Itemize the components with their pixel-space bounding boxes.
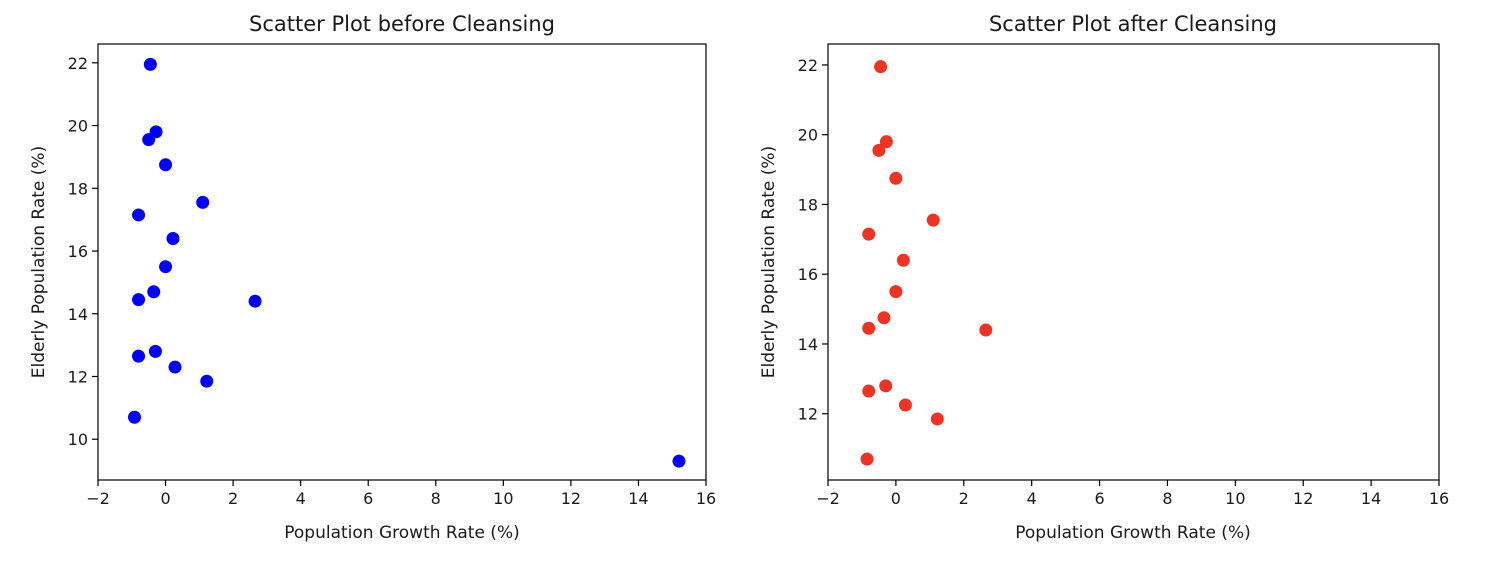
x-tick-label: 12 (1293, 489, 1313, 508)
x-tick-label: 4 (1027, 489, 1037, 508)
chart-title: Scatter Plot after Cleansing (989, 12, 1277, 36)
x-tick-label: 16 (696, 489, 716, 508)
points (127, 57, 686, 468)
y-tick-label: 12 (68, 367, 88, 386)
y-tick-label: 20 (68, 117, 88, 136)
data-point (196, 195, 210, 209)
data-point (979, 323, 993, 337)
y-tick-label: 20 (798, 126, 818, 145)
data-point (879, 379, 893, 393)
x-tick-label: 8 (431, 489, 441, 508)
x-ticks: −2 0 2 4 6 8 10 12 14 16 (86, 480, 716, 508)
x-tick-label: 14 (1361, 489, 1381, 508)
data-point (132, 208, 146, 222)
data-point (148, 344, 162, 358)
x-tick-label: 6 (1094, 489, 1104, 508)
data-point (889, 171, 903, 185)
x-ticks: −2 0 2 4 6 8 10 12 14 16 (816, 480, 1449, 508)
data-point (872, 143, 886, 157)
data-point (132, 349, 146, 363)
x-tick-label: −2 (86, 489, 110, 508)
data-point (877, 311, 891, 325)
x-tick-label: 10 (1225, 489, 1245, 508)
data-point (874, 60, 888, 74)
data-point (143, 57, 157, 71)
x-tick-label: −2 (816, 489, 840, 508)
y-tick-label: 18 (798, 195, 818, 214)
chart-title: Scatter Plot before Cleansing (249, 12, 555, 36)
x-tick-label: 2 (959, 489, 969, 508)
data-point (147, 285, 161, 299)
data-point (926, 213, 940, 227)
x-tick-label: 0 (160, 489, 170, 508)
data-point (132, 293, 146, 307)
data-point (127, 410, 141, 424)
x-tick-label: 8 (1162, 489, 1172, 508)
x-tick-label: 6 (363, 489, 373, 508)
data-point (889, 285, 903, 299)
data-point (898, 398, 912, 412)
data-point (248, 294, 262, 308)
y-axis-label: Elderly Population Rate (%) (29, 146, 49, 378)
data-point (200, 374, 214, 388)
data-point (159, 158, 173, 172)
points (860, 60, 993, 466)
x-axis-label: Population Growth Rate (%) (284, 523, 519, 543)
x-tick-label: 16 (1429, 489, 1449, 508)
y-tick-label: 22 (798, 56, 818, 75)
data-point (879, 135, 893, 149)
data-point (862, 384, 876, 398)
data-point (896, 253, 910, 267)
y-ticks: 12 14 16 18 20 22 (798, 56, 828, 424)
x-tick-label: 2 (228, 489, 238, 508)
scatter-plot-before-cleansing: Scatter Plot before Cleansing Population… (29, 12, 716, 543)
y-axis-label: Elderly Population Rate (%) (759, 146, 779, 378)
x-axis-label: Population Growth Rate (%) (1015, 523, 1250, 543)
data-point (168, 360, 182, 374)
x-tick-label: 0 (891, 489, 901, 508)
x-tick-label: 10 (493, 489, 513, 508)
y-tick-label: 16 (68, 242, 88, 261)
x-tick-label: 14 (628, 489, 648, 508)
y-tick-label: 12 (798, 405, 818, 424)
y-tick-label: 10 (68, 430, 88, 449)
y-tick-label: 14 (68, 305, 88, 324)
data-point (159, 260, 173, 274)
y-tick-label: 22 (68, 54, 88, 73)
data-point (166, 231, 180, 245)
plot-frame (827, 43, 1440, 481)
y-tick-label: 18 (68, 179, 88, 198)
x-tick-label: 4 (296, 489, 306, 508)
data-point (142, 133, 156, 147)
y-tick-label: 16 (798, 265, 818, 284)
data-point (862, 321, 876, 335)
x-tick-label: 12 (561, 489, 581, 508)
y-ticks: 10 12 14 16 18 20 22 (68, 54, 98, 449)
y-tick-label: 14 (798, 335, 818, 354)
plot-frame (97, 43, 707, 481)
data-point (860, 452, 874, 466)
data-point (862, 227, 876, 241)
data-point (672, 454, 686, 468)
data-point (930, 412, 944, 426)
scatter-plot-after-cleansing: Scatter Plot after Cleansing Population … (759, 12, 1449, 543)
